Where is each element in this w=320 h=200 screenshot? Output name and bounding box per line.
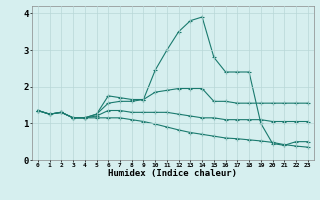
X-axis label: Humidex (Indice chaleur): Humidex (Indice chaleur): [108, 169, 237, 178]
